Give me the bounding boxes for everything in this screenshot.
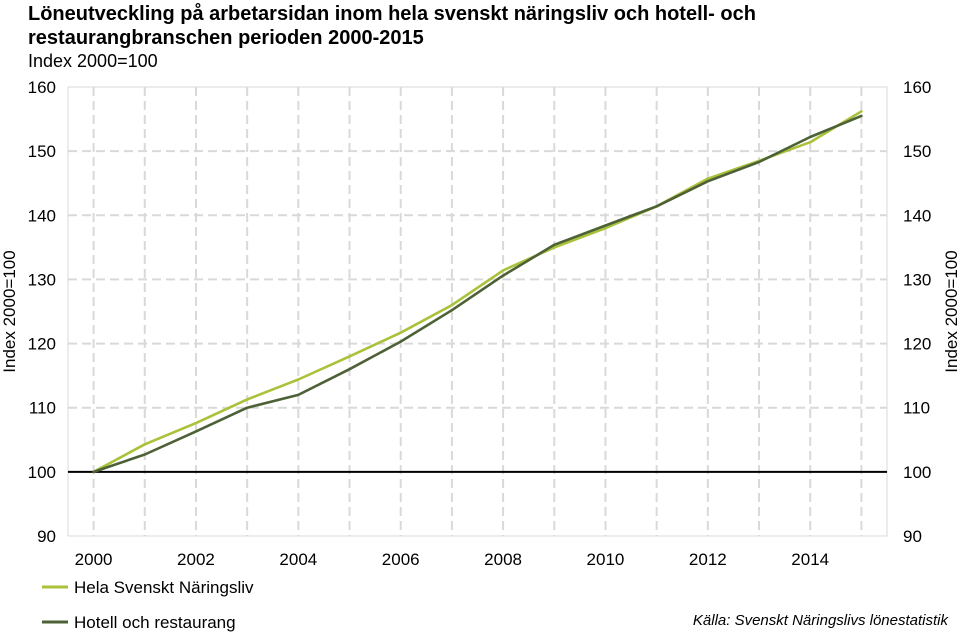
x-tick-label: 2000 (75, 550, 113, 569)
y-tick-label-left: 90 (37, 527, 56, 546)
y-tick-label-left: 120 (28, 335, 56, 354)
source-note: Källa: Svenskt Näringslivs lönestatistik (692, 612, 948, 629)
legend-label-1: Hela Svenskt Näringsliv (74, 578, 254, 597)
x-tick-label: 2008 (484, 550, 522, 569)
x-tick-label: 2002 (177, 550, 215, 569)
x-tick-label: 2012 (689, 550, 727, 569)
y-axis-title-left: Index 2000=100 (0, 250, 19, 372)
series-line-1 (92, 110, 863, 474)
y-tick-label-left: 150 (28, 142, 56, 161)
x-tick-label: 2004 (279, 550, 317, 569)
y-tick-label-right: 140 (903, 206, 931, 225)
y-tick-label-left: 160 (28, 78, 56, 97)
y-tick-label-left: 140 (28, 206, 56, 225)
y-tick-label-right: 160 (903, 78, 931, 97)
y-tick-label-right: 90 (903, 527, 922, 546)
y-tick-label-left: 100 (28, 463, 56, 482)
y-tick-label-right: 110 (903, 399, 930, 418)
y-tick-label-right: 100 (903, 463, 931, 482)
x-tick-label: 2006 (382, 550, 420, 569)
series-line-2 (92, 114, 863, 474)
legend-label-2: Hotell och restaurang (74, 613, 236, 632)
x-tick-label: 2010 (587, 550, 625, 569)
chart-subtitle: Index 2000=100 (28, 51, 158, 71)
plot-area (67, 86, 888, 537)
y-tick-label-left: 110 (29, 399, 56, 418)
chart-title: Löneutveckling på arbetarsidan inom hela… (28, 3, 756, 49)
y-tick-label-right: 130 (903, 270, 931, 289)
y-tick-label-right: 120 (903, 335, 931, 354)
y-axis-title-right: Index 2000=100 (942, 250, 960, 372)
y-tick-label-right: 150 (903, 142, 931, 161)
x-tick-label: 2014 (791, 550, 829, 569)
y-tick-label-left: 130 (28, 270, 56, 289)
